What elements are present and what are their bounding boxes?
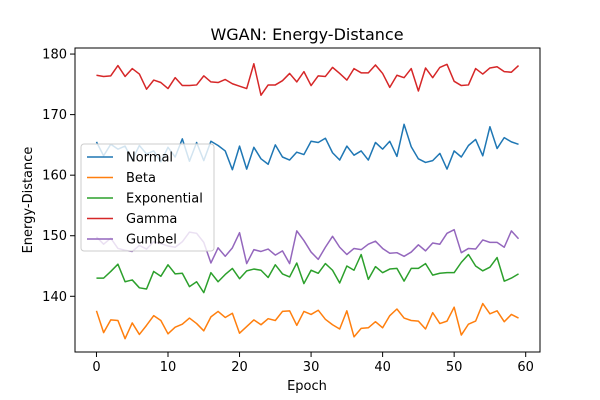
legend-label-exponential: Exponential (126, 192, 203, 207)
x-tick-label: 20 (231, 360, 248, 375)
series-line-beta (95, 302, 519, 340)
y-axis-title: Energy-Distance (21, 147, 36, 254)
y-axis: 140 150 160 170 180 (42, 48, 75, 305)
legend-box (80, 143, 215, 252)
y-tick-label: 180 (42, 48, 67, 63)
chart-title: WGAN: Energy-Distance (210, 25, 403, 44)
x-tick-label: 10 (160, 360, 177, 375)
x-axis-title: Epoch (287, 379, 327, 394)
x-tick-label: 40 (374, 360, 391, 375)
legend-label-beta: Beta (126, 171, 156, 186)
x-tick-label: 30 (303, 360, 320, 375)
x-tick-label: 0 (92, 360, 100, 375)
legend-label-normal: Normal (126, 151, 173, 166)
x-tick-label: 50 (446, 360, 463, 375)
x-axis: 0 10 20 30 40 50 60 (92, 352, 534, 375)
legend: Normal Beta Exponential Gamma Gumbel (80, 143, 215, 252)
y-tick-label: 160 (42, 169, 67, 184)
x-tick-label: 60 (517, 360, 534, 375)
y-tick-label: 140 (42, 290, 67, 305)
series-line-gamma (96, 63, 520, 96)
plot-border (74, 47, 541, 353)
legend-label-gumbel: Gumbel (126, 233, 177, 248)
y-tick-label: 170 (42, 108, 67, 123)
series-line-exponential (96, 253, 519, 294)
legend-label-gamma: Gamma (126, 212, 177, 227)
y-tick-label: 150 (42, 229, 67, 244)
